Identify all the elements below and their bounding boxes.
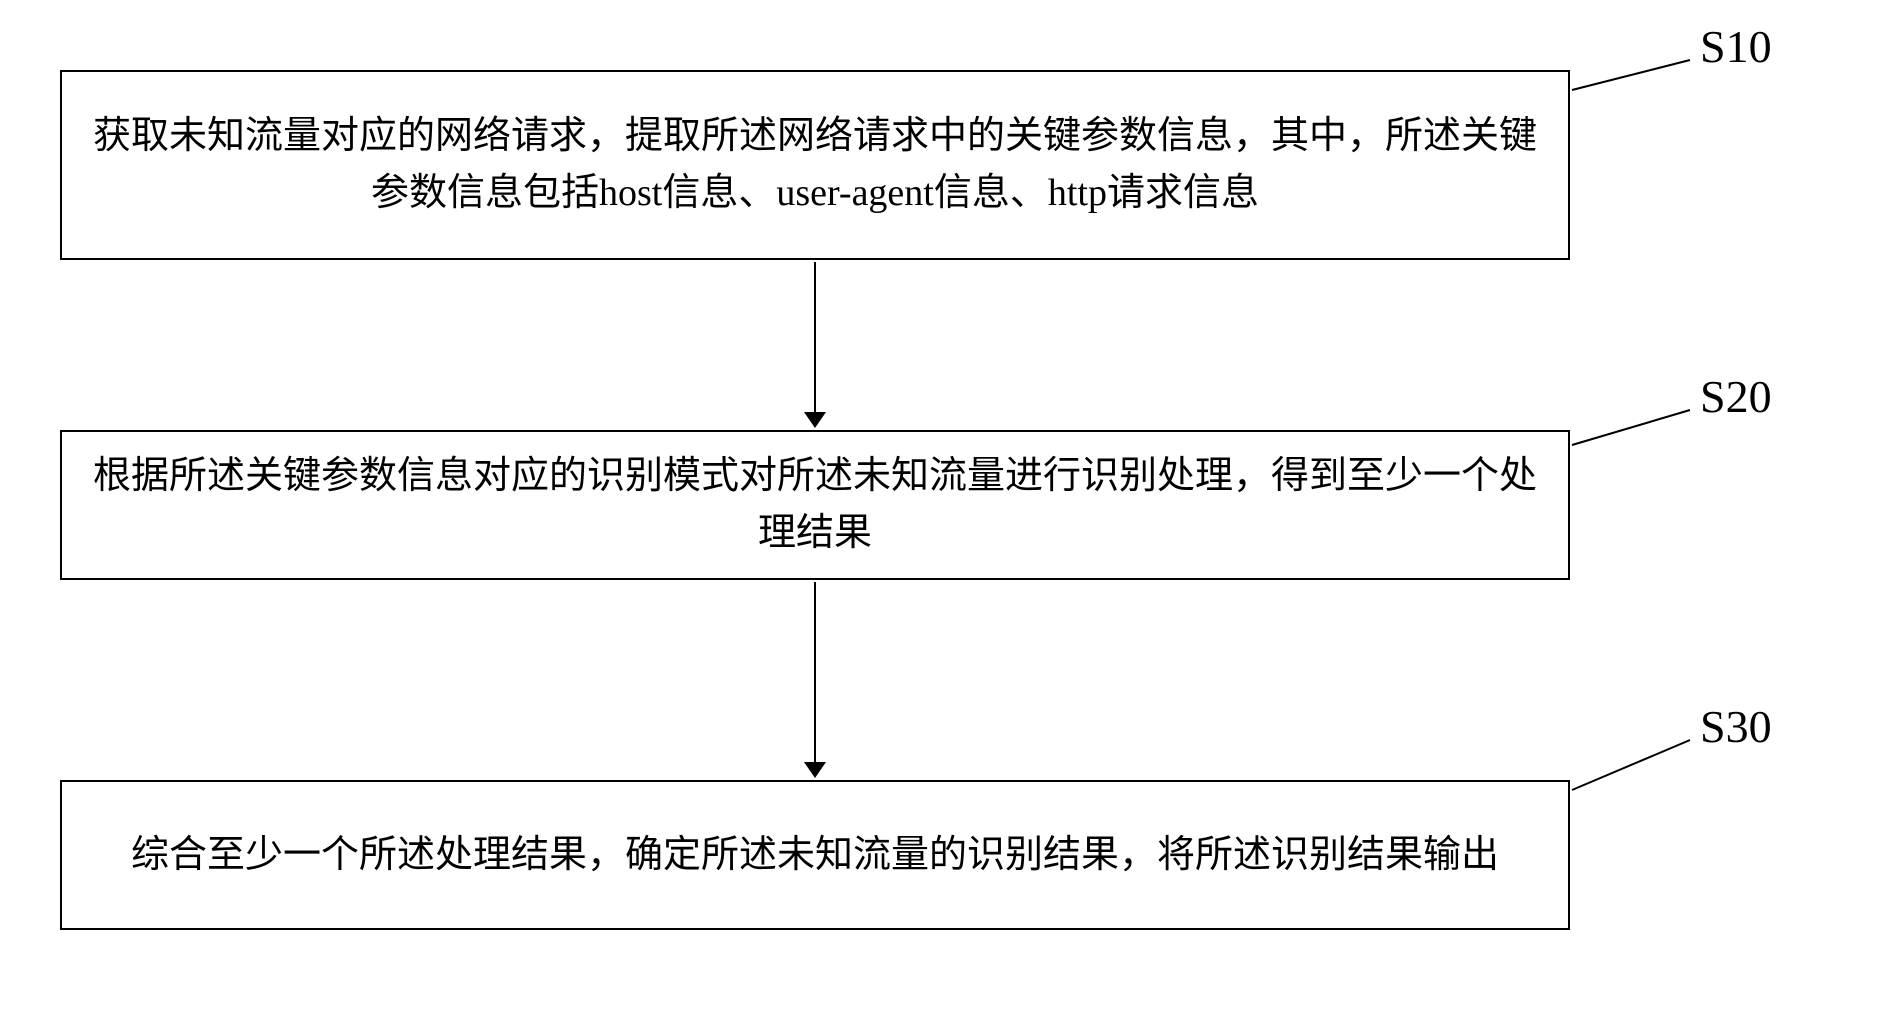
step-label-s10: S10: [1700, 20, 1772, 73]
leader-line-s30: [1572, 740, 1690, 790]
flow-arrow-1: [804, 262, 826, 428]
step-label-s30: S30: [1700, 700, 1772, 753]
flowchart-node-s10: 获取未知流量对应的网络请求，提取所述网络请求中的关键参数信息，其中，所述关键参数…: [60, 70, 1570, 260]
step-label-s20: S20: [1700, 370, 1772, 423]
node-text: 获取未知流量对应的网络请求，提取所述网络请求中的关键参数信息，其中，所述关键参数…: [82, 108, 1548, 222]
leader-line-s20: [1572, 410, 1690, 445]
node-text: 综合至少一个所述处理结果，确定所述未知流量的识别结果，将所述识别结果输出: [131, 827, 1499, 884]
flowchart-canvas: 获取未知流量对应的网络请求，提取所述网络请求中的关键参数信息，其中，所述关键参数…: [0, 0, 1884, 1014]
leader-line-s10: [1572, 60, 1690, 90]
node-text: 根据所述关键参数信息对应的识别模式对所述未知流量进行识别处理，得到至少一个处理结…: [82, 448, 1548, 562]
flowchart-node-s20: 根据所述关键参数信息对应的识别模式对所述未知流量进行识别处理，得到至少一个处理结…: [60, 430, 1570, 580]
flowchart-node-s30: 综合至少一个所述处理结果，确定所述未知流量的识别结果，将所述识别结果输出: [60, 780, 1570, 930]
flow-arrow-2: [804, 582, 826, 778]
